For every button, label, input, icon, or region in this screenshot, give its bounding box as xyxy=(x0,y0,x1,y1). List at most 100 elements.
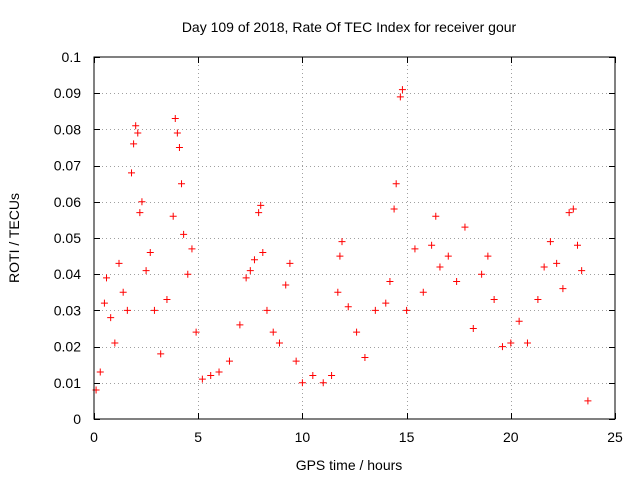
data-point xyxy=(215,368,223,376)
chart-title: Day 109 of 2018, Rate Of TEC Index for r… xyxy=(182,19,517,35)
data-point xyxy=(173,129,181,137)
data-point xyxy=(178,180,186,188)
data-point xyxy=(336,252,344,260)
data-point xyxy=(198,375,206,383)
data-point xyxy=(371,306,379,314)
data-point xyxy=(490,296,498,304)
data-point xyxy=(192,328,200,336)
data-point xyxy=(163,296,171,304)
data-point xyxy=(469,325,477,332)
data-point xyxy=(175,144,183,151)
data-point xyxy=(111,339,119,347)
x-tick-label: 15 xyxy=(399,429,415,445)
x-tick-label: 25 xyxy=(607,429,623,445)
data-point xyxy=(169,212,177,220)
data-point xyxy=(171,115,179,123)
y-tick-label: 0.07 xyxy=(54,158,81,174)
data-point xyxy=(132,122,140,130)
data-point xyxy=(157,350,165,358)
data-point xyxy=(328,372,336,380)
data-point xyxy=(119,288,127,296)
data-point xyxy=(392,180,400,188)
y-tick-label: 0.05 xyxy=(54,230,81,246)
data-point xyxy=(146,248,154,256)
data-point xyxy=(180,230,188,238)
data-point xyxy=(334,288,342,296)
data-point xyxy=(150,306,158,314)
data-point xyxy=(246,267,254,275)
data-point xyxy=(534,296,542,304)
data-point xyxy=(282,281,290,289)
data-point xyxy=(396,93,404,101)
data-point xyxy=(309,372,317,380)
data-point xyxy=(207,372,215,380)
data-point xyxy=(107,314,115,322)
data-point xyxy=(578,267,586,275)
data-point xyxy=(540,263,548,271)
y-tick-label: 0.09 xyxy=(54,85,81,101)
data-point xyxy=(553,259,561,267)
data-point xyxy=(498,343,506,351)
data-point xyxy=(461,223,469,231)
data-point xyxy=(559,285,567,293)
data-point xyxy=(484,252,492,260)
y-tick-label: 0.08 xyxy=(54,121,81,137)
data-point xyxy=(584,397,592,405)
data-point xyxy=(188,245,196,253)
y-tick-label: 0.06 xyxy=(54,194,81,210)
data-point xyxy=(142,267,150,275)
data-point xyxy=(255,209,263,217)
data-point xyxy=(298,379,306,387)
data-point xyxy=(403,306,411,314)
data-point xyxy=(398,86,406,94)
data-point xyxy=(478,270,486,278)
data-point xyxy=(390,205,398,213)
data-point xyxy=(100,299,108,307)
data-point xyxy=(361,353,369,361)
data-point xyxy=(428,241,436,249)
y-tick-label: 0 xyxy=(73,411,81,427)
data-point xyxy=(257,201,265,209)
data-point xyxy=(523,339,531,347)
data-point xyxy=(507,339,515,347)
data-point xyxy=(344,303,352,311)
data-point xyxy=(546,238,554,246)
data-point xyxy=(96,368,104,376)
y-tick-label: 0.1 xyxy=(62,49,82,65)
data-point xyxy=(225,357,233,365)
data-point xyxy=(130,140,138,148)
x-tick-label: 0 xyxy=(90,429,98,445)
data-point xyxy=(242,274,250,282)
data-point xyxy=(115,259,123,267)
y-tick-label: 0.02 xyxy=(54,339,81,355)
axes: 0 5 10 15 20 25 0 0.01 0.02 0.03 0.04 0.05 0.06 0.07 0… xyxy=(54,49,623,445)
data-point xyxy=(411,245,419,253)
data-point xyxy=(515,317,523,325)
data-point xyxy=(138,198,146,206)
data-points xyxy=(92,86,592,405)
data-point xyxy=(386,277,394,285)
data-point xyxy=(382,299,390,307)
x-axis-label: GPS time / hours xyxy=(296,457,403,473)
data-point xyxy=(569,205,577,213)
data-point xyxy=(353,328,361,336)
data-point xyxy=(419,288,427,296)
x-tick-label: 10 xyxy=(295,429,311,445)
data-point xyxy=(128,169,136,177)
y-axis-label: ROTI / TECUs xyxy=(6,193,22,283)
data-point xyxy=(436,263,444,271)
data-point xyxy=(286,259,294,267)
data-point xyxy=(292,357,300,365)
y-tick-label: 0.03 xyxy=(54,302,81,318)
x-tick-label: 20 xyxy=(503,429,519,445)
data-point xyxy=(338,238,346,246)
data-point xyxy=(136,209,144,217)
x-tick-label: 5 xyxy=(194,429,202,445)
data-point xyxy=(319,379,327,387)
data-point xyxy=(103,274,111,282)
data-point xyxy=(250,256,258,264)
data-point xyxy=(123,306,131,314)
data-point xyxy=(275,339,283,347)
data-point xyxy=(134,129,142,137)
